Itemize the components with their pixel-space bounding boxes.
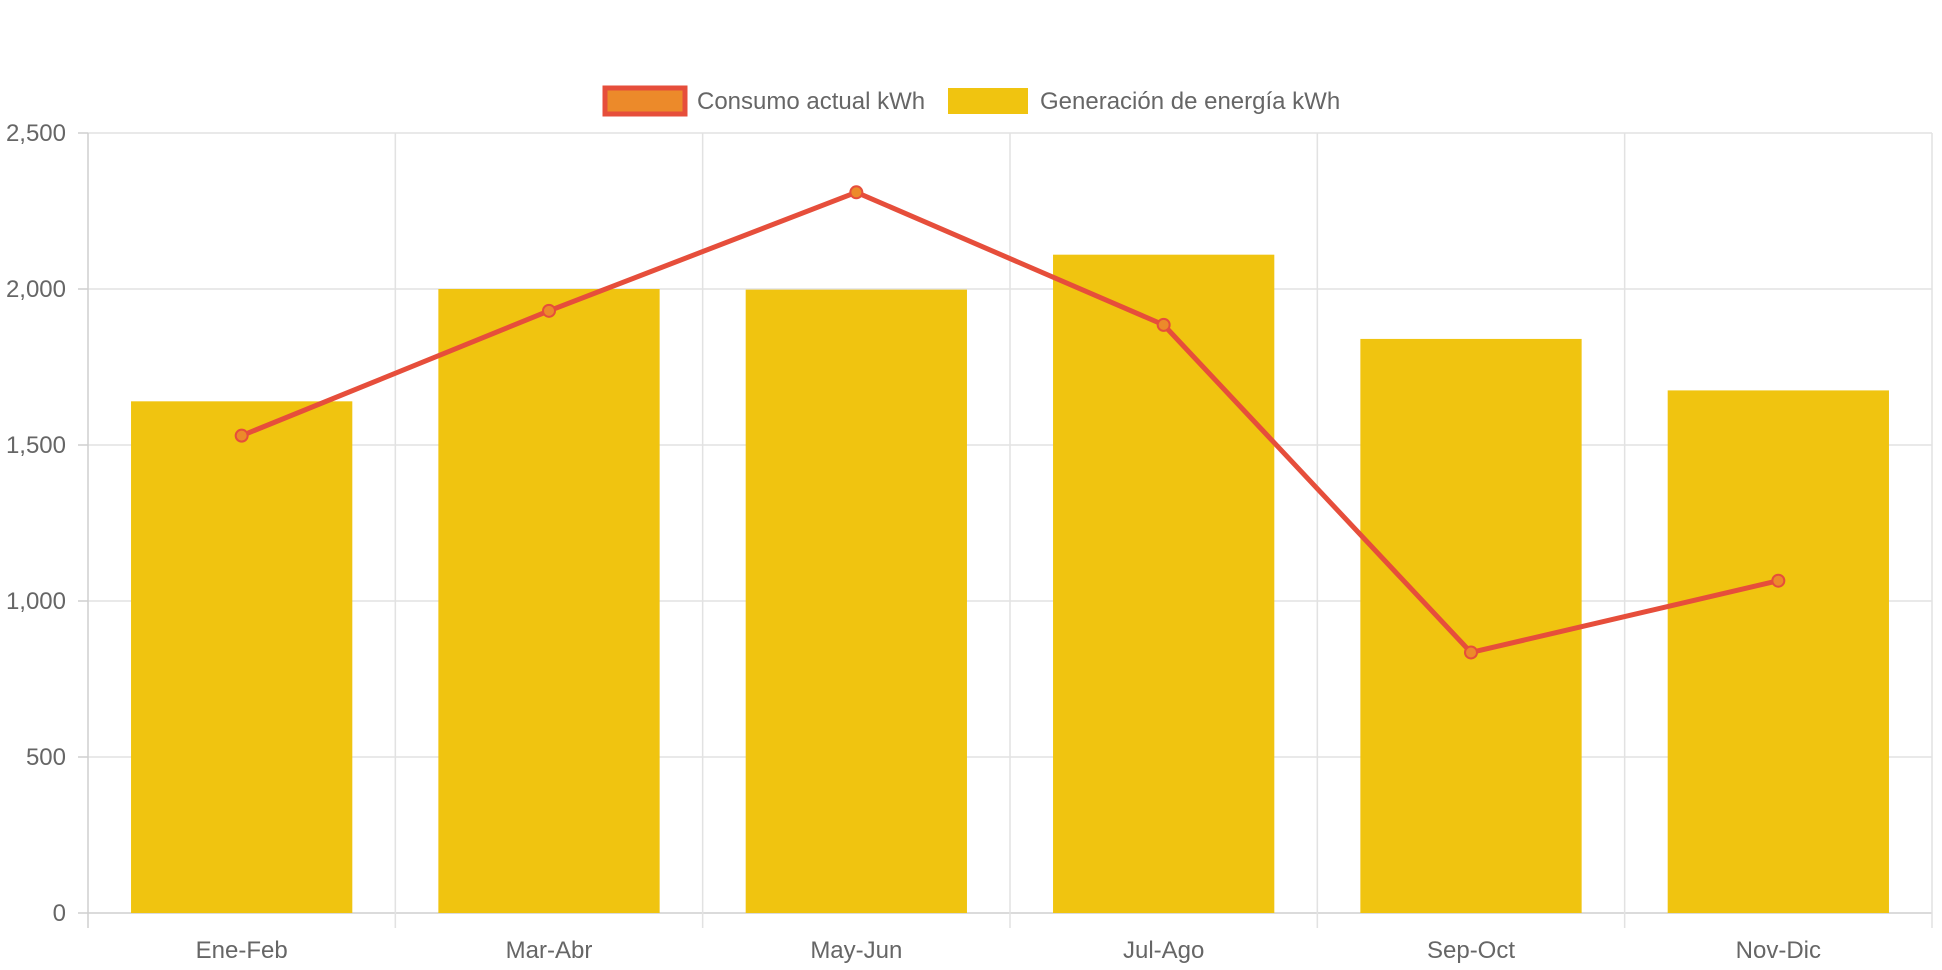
y-tick-label: 0	[53, 900, 66, 927]
grid-layer	[87, 132, 1933, 928]
point-consumo[interactable]	[542, 303, 556, 318]
bar-generacion[interactable]	[438, 289, 660, 913]
x-tick-label: Ene-Feb	[196, 937, 288, 964]
legend-label-generacion: Generación de energía kWh	[1040, 88, 1340, 115]
y-tick-label: 1,000	[6, 588, 66, 615]
x-tick-label: Mar-Abr	[506, 937, 593, 964]
point-consumo[interactable]	[849, 185, 864, 200]
line-consumo	[239, 189, 1781, 655]
bar-generacion[interactable]	[131, 401, 353, 913]
bar-generacion[interactable]	[1360, 338, 1582, 913]
y-tick-label: 2,000	[6, 276, 66, 303]
y-tick-label: 1,500	[6, 432, 66, 459]
axis-layer: 0 500 1,000 1,500 2,000 2,500 Ene-Feb Mar-Abr Ma…	[6, 120, 1821, 964]
legend-item-generacion[interactable]: Generación de energía kWh	[948, 88, 1340, 115]
x-tick-label: May-Jun	[810, 937, 902, 964]
x-tick-label: Sep-Oct	[1427, 937, 1515, 964]
legend-swatch-generacion	[948, 88, 1028, 114]
y-tick-label: 500	[26, 744, 66, 771]
point-consumo[interactable]	[1156, 317, 1171, 332]
legend-label-consumo: Consumo actual kWh	[697, 88, 925, 115]
legend-swatch-consumo	[602, 85, 688, 117]
point-consumo[interactable]	[1771, 573, 1786, 588]
x-tick-label: Jul-Ago	[1123, 937, 1204, 964]
legend-item-consumo[interactable]: Consumo actual kWh	[602, 85, 925, 117]
point-consumo[interactable]	[1464, 645, 1478, 660]
point-consumo[interactable]	[234, 428, 249, 443]
x-tick-label: Nov-Dic	[1736, 937, 1821, 964]
legend: Consumo actual kWh Generación de energía…	[602, 85, 1340, 117]
bar-generacion[interactable]	[1667, 390, 1889, 913]
bar-generacion[interactable]	[1053, 254, 1275, 913]
bar-series-layer	[131, 254, 1889, 913]
line-series-layer	[234, 185, 1786, 660]
bar-generacion[interactable]	[745, 289, 967, 913]
y-tick-label: 2,500	[6, 120, 66, 147]
